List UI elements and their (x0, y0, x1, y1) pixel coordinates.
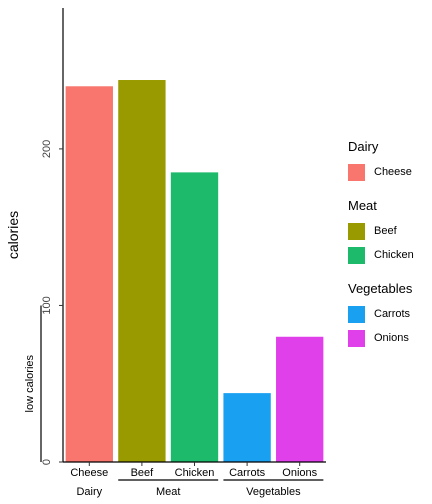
legend-group-vegetables: Vegetables Carrots Onions (348, 280, 428, 350)
legend-label: Carrots (374, 308, 411, 320)
legend-label: Cheese (374, 166, 412, 178)
legend-title-vegetables: Vegetables (348, 281, 413, 296)
bar-carrots (223, 393, 271, 462)
legend-group-dairy: Dairy Cheese (348, 138, 428, 184)
legend-swatch (348, 329, 365, 347)
legend: Dairy Cheese Meat Beef Chicken Vegetables Carr… (348, 138, 428, 363)
legend-group-meat: Meat Beef Chicken (348, 197, 428, 267)
legend-label: Beef (374, 225, 397, 237)
low-calories-label: low calories (24, 354, 36, 412)
x-tick-label-carrots: Carrots (229, 467, 266, 479)
legend-swatch (348, 163, 365, 181)
legend-swatch (348, 222, 365, 240)
legend-item-onions: Onions (348, 326, 428, 350)
legend-item-beef: Beef (348, 219, 428, 243)
group-label-vegetables: Vegetables (246, 486, 301, 498)
y-tick-label: 0 (41, 459, 53, 465)
legend-swatch (348, 246, 365, 264)
bar-onions (276, 336, 324, 462)
legend-item-carrots: Carrots (348, 302, 428, 326)
x-tick-label-cheese: Cheese (70, 467, 108, 479)
legend-swatch (348, 305, 365, 323)
x-tick-label-onions: Onions (282, 467, 317, 479)
legend-item-cheese: Cheese (348, 160, 428, 184)
legend-title-dairy: Dairy (348, 139, 379, 154)
x-tick-label-chicken: Chicken (175, 467, 215, 479)
x-tick-label-beef: Beef (131, 467, 155, 479)
bar-cheese (65, 86, 113, 462)
legend-label: Chicken (374, 249, 414, 261)
group-label-meat: Meat (156, 486, 180, 498)
group-label-dairy: Dairy (76, 486, 102, 498)
y-axis-title: calories (5, 211, 21, 259)
legend-item-chicken: Chicken (348, 243, 428, 267)
bar-beef (118, 80, 166, 462)
legend-title-meat: Meat (348, 198, 377, 213)
bar-chicken (170, 172, 219, 462)
legend-label: Onions (374, 332, 409, 344)
y-tick-label: 100 (41, 296, 53, 314)
y-tick-label: 200 (41, 140, 53, 158)
